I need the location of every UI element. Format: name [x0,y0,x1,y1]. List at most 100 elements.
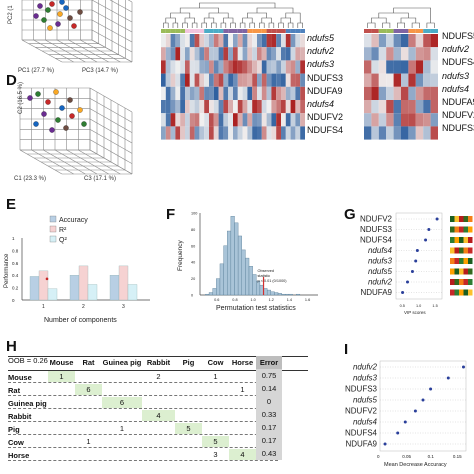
hm1-cell [228,47,233,61]
hm1-cell [175,34,181,48]
hm2-gene-label: ndufv2 [442,44,470,55]
hm1-cell [233,100,238,114]
confusion-error-cell: 0.43 [256,447,282,460]
e-legend-label: Q² [59,237,67,244]
e-legend-swatch [49,225,57,233]
hm2-cell [415,86,424,100]
hm2-cell [386,113,394,127]
hm1-cell [218,100,224,114]
hm2-cell [423,34,431,48]
hm1-cell [180,86,185,100]
hm1-cell [237,86,243,100]
e-y-tick: 0.8 [12,248,19,253]
confusion-column-header: Horse [231,358,254,367]
hm2-annotation-cell [393,29,401,33]
hm1-annotation-cell [180,29,185,33]
hm1-cell [252,73,257,87]
hm1-cell [170,86,176,100]
hm1-cell [209,47,214,61]
heatmap-middle-gene-list: ndufs5 ndufv2 ndufs3 NDUFS3 NDUFA9 ndufs4 NDUF… [307,32,367,138]
f-hist-bar [285,293,290,296]
hm1-cell [252,100,257,114]
f-y-tick: 80 [191,228,195,232]
hm2-gene-label: NDUFS4 [442,57,474,68]
g-heat-cell [454,237,459,243]
hm1-gene-label: NDUFA9 [307,85,343,96]
hm1-cell [247,60,253,74]
confusion-cell: 3 [213,450,218,459]
hm1-cell [285,126,291,140]
hm1-cell [185,126,190,140]
f-y-tick: 100 [191,212,197,216]
hm1-cell [242,86,248,100]
hm1-cell [170,73,176,87]
g-heat-cell [463,289,468,296]
hm1-cell [223,126,229,140]
hm1-cell [237,73,243,87]
hm1-cell [290,86,296,100]
hm1-cell [247,34,253,48]
cluster-point [27,95,33,101]
hm1-cell [194,100,200,114]
hm2-cell [393,126,401,140]
e-x-tick: 1 [42,304,45,310]
f-hist-bar [277,293,282,296]
hm1-annotation-cell [218,29,224,33]
e-bar [78,265,89,301]
hm2-cell [423,73,431,87]
hm1-cell [252,86,257,100]
hm2-cell [378,60,387,74]
hm1-cell [237,126,243,140]
hm1-cell [161,100,166,114]
hm1-cell [233,47,238,61]
hm1-annotation-cell [271,29,277,33]
e-y-tick: 0 [12,298,15,303]
hm1-cell [300,73,305,87]
confusion-cell: 4 [229,449,256,460]
hm2-gene-label: NDUFV2 [442,110,474,121]
hm1-cell [261,34,267,48]
hm1-dendrogram [163,2,303,28]
hm1-cell [223,47,229,61]
hm2-cell [415,113,424,127]
panel-label-h: H [6,338,17,355]
hm1-cell [281,126,286,140]
hm1-cell [233,86,238,100]
hm1-cell [218,86,224,100]
hm1-cell [228,60,233,74]
i-gene-label: ndufs4 [353,418,378,427]
g-heat-cell [459,216,464,222]
g-heat-cell [450,279,455,285]
g-gene-label: NDUFS4 [360,236,393,245]
i-gene-label: NDUFS4 [345,429,378,438]
f-hist-bar [208,292,213,296]
g-heat-cell [450,237,455,243]
confusion-error-cell: 0.17 [256,421,282,434]
hm1-annotation-cell [242,29,248,33]
confusion-cell: 1 [119,424,125,433]
hm1-cell [242,47,248,61]
hm1-gene-label: ndufs5 [307,33,335,43]
hm1-cell [170,100,176,114]
hm1-cell [218,126,224,140]
hm2-cell [386,86,394,100]
hm2-cell [423,100,431,114]
hm1-annotation-cell [204,29,209,33]
hm1-cell [194,126,200,140]
f-hist-bar [205,293,210,296]
hm1-cell [281,100,286,114]
confusion-cell: 2 [156,372,161,381]
e-legend-swatch [49,235,57,243]
confusion-row-divider [8,395,278,396]
confusion-cell [175,410,202,421]
confusion-row-label: Mouse [8,373,32,382]
f-hist-bar [252,274,257,296]
hm2-cell [378,47,387,61]
hm1-cell [165,100,171,114]
hm1-cell [194,34,200,48]
g-gene-label: ndufs5 [368,267,393,276]
hm2-annotation-cell [408,29,416,33]
hm1-cell [189,34,195,48]
hm2-cell [378,100,387,114]
i-x-tick: 0.15 [453,454,462,459]
